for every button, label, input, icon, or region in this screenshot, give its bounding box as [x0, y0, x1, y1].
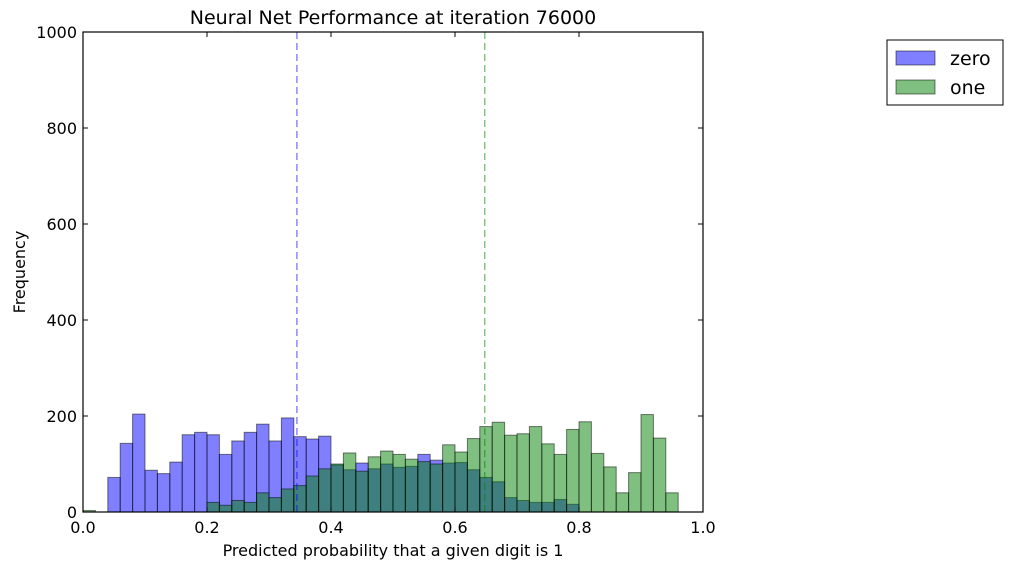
- bar-one-21: [454, 451, 468, 513]
- bar-one-26: [516, 433, 530, 513]
- y-axis-label: Frequency: [10, 231, 29, 314]
- x-tick-label-5: 1.0: [690, 518, 715, 537]
- legend-label-one: one: [950, 77, 985, 99]
- bars-layer: [82, 413, 679, 513]
- legend: zero one: [886, 39, 1004, 106]
- bar-one-12: [342, 452, 357, 513]
- bar-one-2: [218, 504, 233, 513]
- bar-zero-11: [243, 431, 258, 513]
- legend-swatch-one: [895, 79, 936, 95]
- bar-one-11: [330, 463, 344, 513]
- y-tick-label-4: 800: [46, 119, 77, 138]
- y-tick-label-0: 0: [67, 503, 77, 522]
- bar-one-17: [404, 458, 419, 513]
- bar-one-37: [652, 437, 667, 513]
- bar-one-5: [256, 492, 270, 513]
- bar-zero-4: [156, 473, 171, 513]
- y-tick-label-2: 400: [46, 311, 77, 330]
- bar-one-4: [243, 501, 258, 513]
- bar-one-36: [640, 414, 654, 513]
- bar-one-8: [293, 485, 307, 513]
- bar-one-18: [417, 461, 431, 513]
- bar-one-34: [615, 492, 630, 513]
- bar-one-32: [590, 452, 605, 513]
- x-tick-label-4: 0.8: [566, 518, 591, 537]
- bar-one-13: [355, 470, 369, 513]
- bar-one-7: [280, 488, 295, 513]
- bar-one-16: [392, 453, 406, 513]
- bar-one-38: [665, 492, 679, 513]
- x-tick-label-3: 0.6: [442, 518, 467, 537]
- chart-title: Neural Net Performance at iteration 7600…: [190, 7, 596, 29]
- bar-one-25: [504, 434, 518, 513]
- x-tick-label-1: 0.2: [194, 518, 219, 537]
- bar-one-29: [553, 453, 568, 513]
- y-tick-label-5: 1000: [36, 23, 77, 42]
- bar-one-22: [466, 438, 481, 513]
- bar-one-28: [541, 443, 555, 513]
- bar-one-3: [231, 499, 245, 513]
- bar-zero-7: [194, 431, 208, 513]
- bar-one-23: [479, 426, 493, 513]
- bar-zero-2: [132, 413, 146, 513]
- bar-one-15: [380, 450, 394, 513]
- x-tick-label-2: 0.4: [318, 518, 343, 537]
- bar-zero-1: [119, 442, 134, 513]
- bar-one-9: [305, 475, 320, 513]
- bar-one-10: [318, 468, 332, 513]
- bar-one-19: [429, 463, 444, 513]
- legend-swatch-zero: [895, 50, 936, 66]
- bar-zero-6: [181, 434, 196, 513]
- x-axis-label: Predicted probability that a given digit…: [223, 541, 564, 560]
- bar-zero-9: [218, 453, 233, 513]
- bar-one-30: [566, 428, 580, 513]
- x-tick-label-0: 0.0: [70, 518, 95, 537]
- bar-zero-3: [144, 469, 158, 513]
- legend-label-zero: zero: [950, 48, 991, 70]
- plot-frame: [82, 31, 704, 513]
- bar-zero-5: [169, 461, 183, 513]
- bar-zero-0: [107, 476, 121, 513]
- ticks-layer: 0.0 0.2 0.4 0.6 0.8 1.0 0 200 400 600 800 1000: [36, 23, 715, 537]
- bar-zero-8: [206, 434, 220, 513]
- bar-one-14: [367, 456, 382, 513]
- y-tick-label-3: 600: [46, 215, 77, 234]
- bar-one-1: [206, 501, 220, 513]
- bar-one-27: [528, 426, 543, 513]
- bar-one-31: [578, 421, 592, 513]
- bar-one-24: [491, 421, 506, 513]
- y-tick-label-1: 200: [46, 407, 77, 426]
- bar-one-35: [628, 472, 642, 513]
- bar-one-33: [603, 466, 617, 513]
- bar-one-6: [268, 497, 282, 513]
- mean-lines-layer: [296, 32, 486, 512]
- bar-one-20: [442, 444, 456, 513]
